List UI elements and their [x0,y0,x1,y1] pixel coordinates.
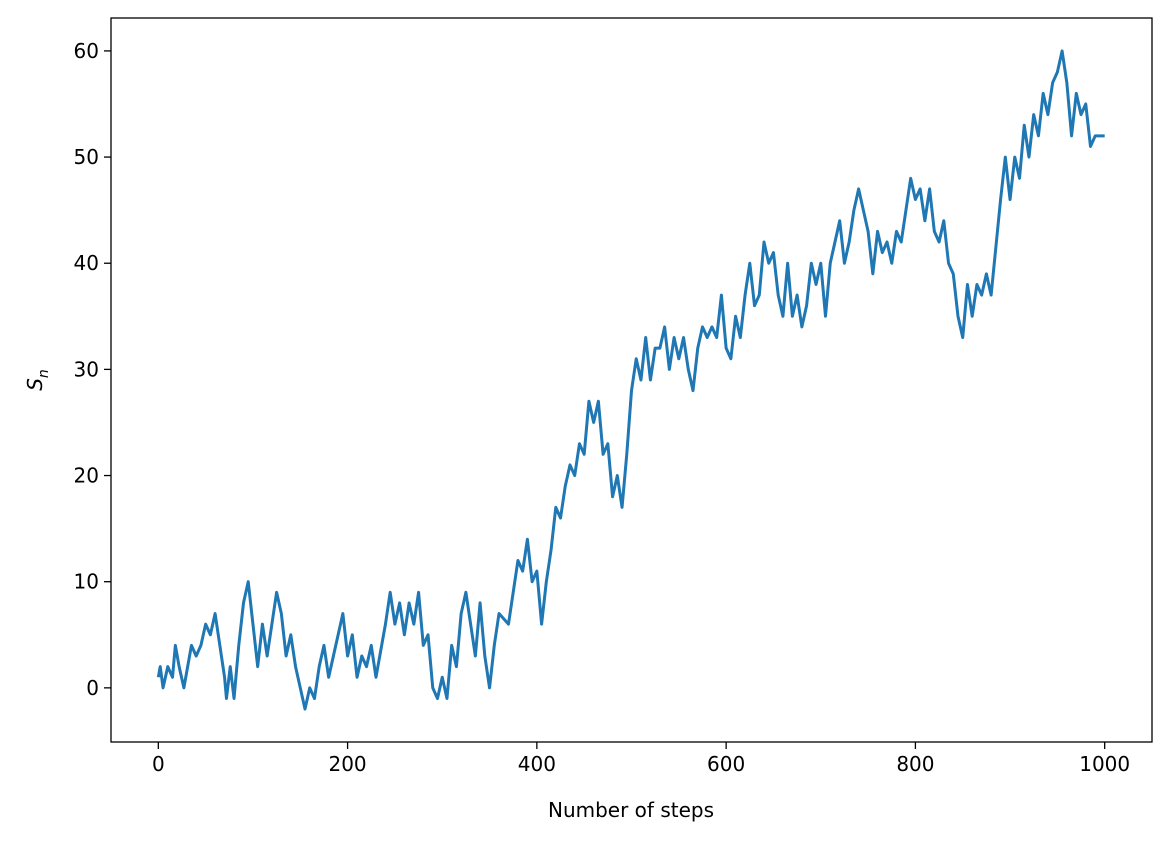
y-label-sub: n [36,369,52,378]
y-tick-label: 20 [74,464,99,488]
x-axis-label: Number of steps [548,798,714,822]
x-tick-label: 800 [896,752,934,776]
y-tick-label: 50 [74,145,99,169]
y-axis-label: Sn [23,369,52,391]
y-tick-label: 40 [74,251,99,275]
y-tick-label: 0 [86,676,99,700]
y-label-main: S [23,378,47,391]
y-tick-label: 60 [74,39,99,63]
x-tick-label: 0 [152,752,165,776]
x-tick-label: 1000 [1079,752,1130,776]
y-tick-label: 10 [74,570,99,594]
x-tick-label: 600 [707,752,745,776]
plot-frame [110,17,1153,743]
data-line [156,49,1105,711]
x-tick-label: 400 [518,752,556,776]
y-tick-label: 30 [74,357,99,381]
x-tick-label: 200 [328,752,366,776]
